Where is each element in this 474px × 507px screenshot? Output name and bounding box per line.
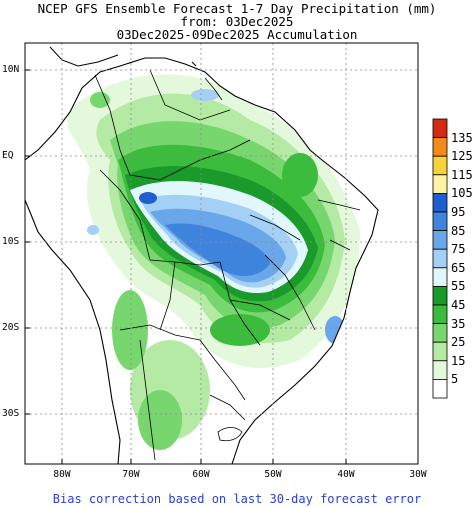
bias-correction-note: Bias correction based on last 30-day for… — [52, 492, 422, 506]
lon-label-70w: 70W — [122, 469, 140, 480]
forecast-start-date: from: 03Dec2025 — [180, 14, 294, 29]
colorbar-swatch — [432, 304, 448, 325]
chart-title: NCEP GFS Ensemble Forecast 1-7 Day Preci… — [37, 1, 437, 16]
colorbar — [432, 118, 448, 399]
colorbar-swatch — [432, 378, 448, 399]
colorbar-swatch — [432, 267, 448, 287]
lon-label-30w: 30W — [409, 469, 427, 480]
colorbar-label: 85 — [451, 223, 466, 238]
colorbar-swatch — [432, 155, 448, 176]
colorbar-label: 65 — [451, 260, 466, 275]
lat-label-10n: 10N — [2, 64, 20, 75]
lon-label-50w: 50W — [264, 469, 282, 480]
colorbar-label: 15 — [451, 353, 466, 368]
colorbar-label: 25 — [451, 335, 466, 350]
colorbar-label: 95 — [451, 205, 466, 219]
colorbar-label: 45 — [451, 298, 466, 312]
colorbar-label: 115 — [451, 167, 473, 182]
map-frame — [24, 42, 419, 465]
colorbar-swatch — [432, 230, 448, 250]
colorbar-swatch — [432, 341, 448, 362]
colorbar-label: 35 — [451, 316, 466, 331]
lat-label-30s: 30S — [2, 408, 20, 419]
colorbar-swatch — [432, 174, 448, 194]
colorbar-swatch — [432, 248, 448, 269]
colorbar-label: 105 — [451, 186, 473, 201]
colorbar-swatch — [432, 137, 448, 157]
colorbar-swatch — [432, 323, 448, 343]
lon-label-60w: 60W — [192, 469, 210, 480]
lat-label-10s: 10S — [2, 236, 20, 247]
colorbar-label: 75 — [451, 242, 466, 257]
lon-label-40w: 40W — [337, 469, 355, 480]
lat-label-eq: EQ — [2, 150, 14, 161]
colorbar-swatch — [432, 360, 448, 380]
colorbar-swatch — [432, 211, 448, 232]
colorbar-label: 135 — [451, 130, 473, 145]
colorbar-label: 125 — [451, 149, 473, 164]
colorbar-swatch — [432, 285, 448, 306]
lon-label-80w: 80W — [53, 469, 71, 480]
colorbar-swatch — [432, 192, 448, 213]
lat-label-20s: 20S — [2, 322, 20, 333]
colorbar-label: 5 — [451, 372, 459, 387]
colorbar-swatch — [432, 118, 448, 139]
colorbar-label: 55 — [451, 279, 466, 294]
accumulation-period: 03Dec2025-09Dec2025 Accumulation — [116, 27, 358, 42]
